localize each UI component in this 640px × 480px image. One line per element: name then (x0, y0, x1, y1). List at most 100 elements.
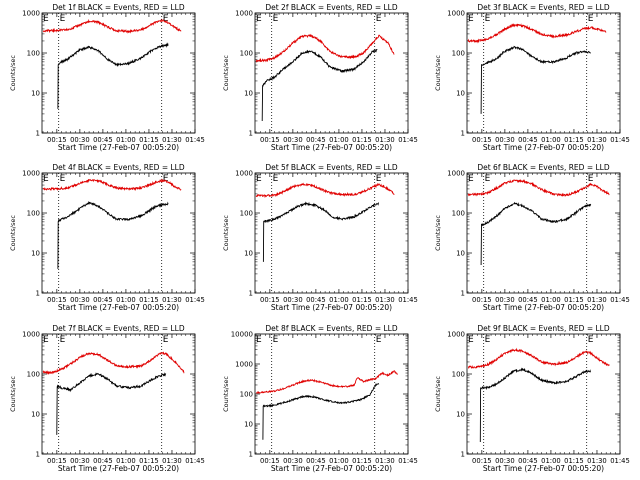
y-tick-label: 1 (36, 290, 40, 298)
y-tick-label: 100 (240, 391, 253, 399)
y-tick-label: 100 (452, 210, 465, 218)
x-tick-label: 00:30 (495, 136, 515, 144)
corner-marker-label: E (468, 174, 474, 184)
x-tick-label: 01:30 (375, 136, 395, 144)
event-marker-label: E (273, 174, 279, 184)
corner-marker-label: E (256, 14, 262, 24)
x-tick-label: 01:45 (610, 296, 630, 304)
y-axis-label: Counts/sec (222, 215, 230, 251)
event-marker-label: E (163, 174, 169, 184)
x-tick-label: 00:15 (47, 136, 67, 144)
x-tick-label: 01:30 (162, 296, 182, 304)
x-tick-label: 00:30 (283, 457, 303, 465)
series-line-events (261, 48, 378, 122)
x-tick-label: 00:15 (47, 457, 67, 465)
event-marker-label: E (163, 14, 169, 24)
x-axis-label: Start Time (27-Feb-07 00:05:20) (483, 143, 604, 152)
event-marker-label: E (485, 174, 491, 184)
y-tick-label: 1 (36, 130, 40, 138)
event-marker-label: E (376, 174, 382, 184)
y-tick-label: 100 (240, 50, 253, 58)
x-tick-label: 01:00 (329, 457, 349, 465)
y-axis-label: Counts/sec (434, 55, 442, 91)
x-axis-label: Start Time (27-Feb-07 00:05:20) (58, 464, 179, 473)
y-tick-label: 1 (461, 451, 465, 459)
y-tick-label: 1000 (22, 331, 40, 339)
x-axis-label: Start Time (27-Feb-07 00:05:20) (271, 464, 392, 473)
x-tick-label: 01:45 (610, 457, 630, 465)
series-line-lld (255, 33, 395, 63)
y-axis-label: Counts/sec (222, 376, 230, 412)
chart-title: Det 3f BLACK = Events, RED = LLD (477, 3, 610, 12)
x-tick-label: 00:15 (47, 296, 67, 304)
x-tick-label: 00:45 (518, 136, 538, 144)
y-tick-label: 100 (452, 371, 465, 379)
chart-panel-1: Det 1f BLACK = Events, RED = LLD 1 10 100 10… (9, 3, 205, 152)
event-marker-label: E (163, 335, 169, 345)
plot-frame (254, 172, 409, 294)
x-tick-label: 01:15 (564, 457, 584, 465)
x-tick-label: 00:15 (260, 136, 280, 144)
chart-panel-3: Det 3f BLACK = Events, RED = LLD 1 10 100 10… (434, 3, 630, 152)
corner-marker-label: E (43, 335, 49, 345)
y-tick-label: 10000 (231, 331, 253, 339)
x-tick-label: 01:45 (185, 296, 205, 304)
chart-title: Det 9f BLACK = Events, RED = LLD (477, 324, 610, 333)
event-marker-label: E (485, 14, 491, 24)
plot-frame (254, 12, 409, 134)
x-tick-label: 00:15 (260, 296, 280, 304)
plot-frame (254, 333, 409, 455)
y-tick-label: 100 (452, 50, 465, 58)
series-line-events (262, 382, 380, 440)
x-tick-label: 01:45 (185, 457, 205, 465)
x-axis-label: Start Time (27-Feb-07 00:05:20) (483, 464, 604, 473)
x-tick-label: 00:30 (70, 296, 90, 304)
x-tick-label: 01:00 (541, 136, 561, 144)
x-tick-label: 01:00 (541, 296, 561, 304)
chart-title: Det 8f BLACK = Events, RED = LLD (265, 324, 398, 333)
y-tick-label: 1000 (447, 170, 465, 178)
series-line-lld (467, 347, 610, 370)
y-tick-label: 10 (456, 411, 465, 419)
x-tick-label: 01:45 (185, 136, 205, 144)
event-marker-label: E (588, 174, 594, 184)
x-tick-label: 00:45 (518, 296, 538, 304)
x-tick-label: 01:15 (352, 136, 372, 144)
series-line-events (57, 42, 169, 109)
chart-panel-5: Det 5f BLACK = Events, RED = LLD 1 10 100 10… (222, 163, 418, 312)
y-tick-label: 100 (27, 210, 40, 218)
x-tick-label: 01:45 (610, 136, 630, 144)
x-tick-label: 01:45 (398, 136, 418, 144)
y-tick-label: 1000 (235, 10, 253, 18)
y-tick-label: 100 (27, 371, 40, 379)
corner-marker-label: E (468, 335, 474, 345)
x-tick-label: 01:15 (139, 457, 159, 465)
x-tick-label: 00:15 (472, 136, 492, 144)
event-marker-label: E (376, 14, 382, 24)
y-axis-label: Counts/sec (9, 215, 17, 251)
x-tick-label: 01:15 (564, 296, 584, 304)
x-tick-label: 01:30 (375, 296, 395, 304)
y-axis-label: Counts/sec (434, 215, 442, 251)
x-tick-label: 01:15 (352, 296, 372, 304)
y-tick-label: 1 (249, 451, 253, 459)
plot-frame (41, 333, 196, 455)
y-axis-label: Counts/sec (222, 55, 230, 91)
x-axis-label: Start Time (27-Feb-07 00:05:20) (271, 143, 392, 152)
y-tick-label: 1 (249, 130, 253, 138)
y-tick-label: 10 (244, 250, 253, 258)
y-tick-label: 1 (461, 290, 465, 298)
series-line-events (57, 200, 169, 269)
chart-panel-8: Det 8f BLACK = Events, RED = LLD 1 10 100 10… (222, 324, 418, 473)
event-marker-label: E (376, 335, 382, 345)
x-tick-label: 00:45 (306, 296, 326, 304)
y-tick-label: 10 (31, 90, 40, 98)
x-tick-label: 00:30 (283, 296, 303, 304)
chart-panel-9: Det 9f BLACK = Events, RED = LLD 1 10 100 10… (434, 324, 630, 473)
x-tick-label: 01:15 (564, 136, 584, 144)
corner-marker-label: E (256, 174, 262, 184)
x-tick-label: 00:30 (495, 296, 515, 304)
x-tick-label: 00:45 (306, 136, 326, 144)
series-line-lld (256, 370, 398, 394)
x-tick-label: 00:45 (93, 136, 113, 144)
